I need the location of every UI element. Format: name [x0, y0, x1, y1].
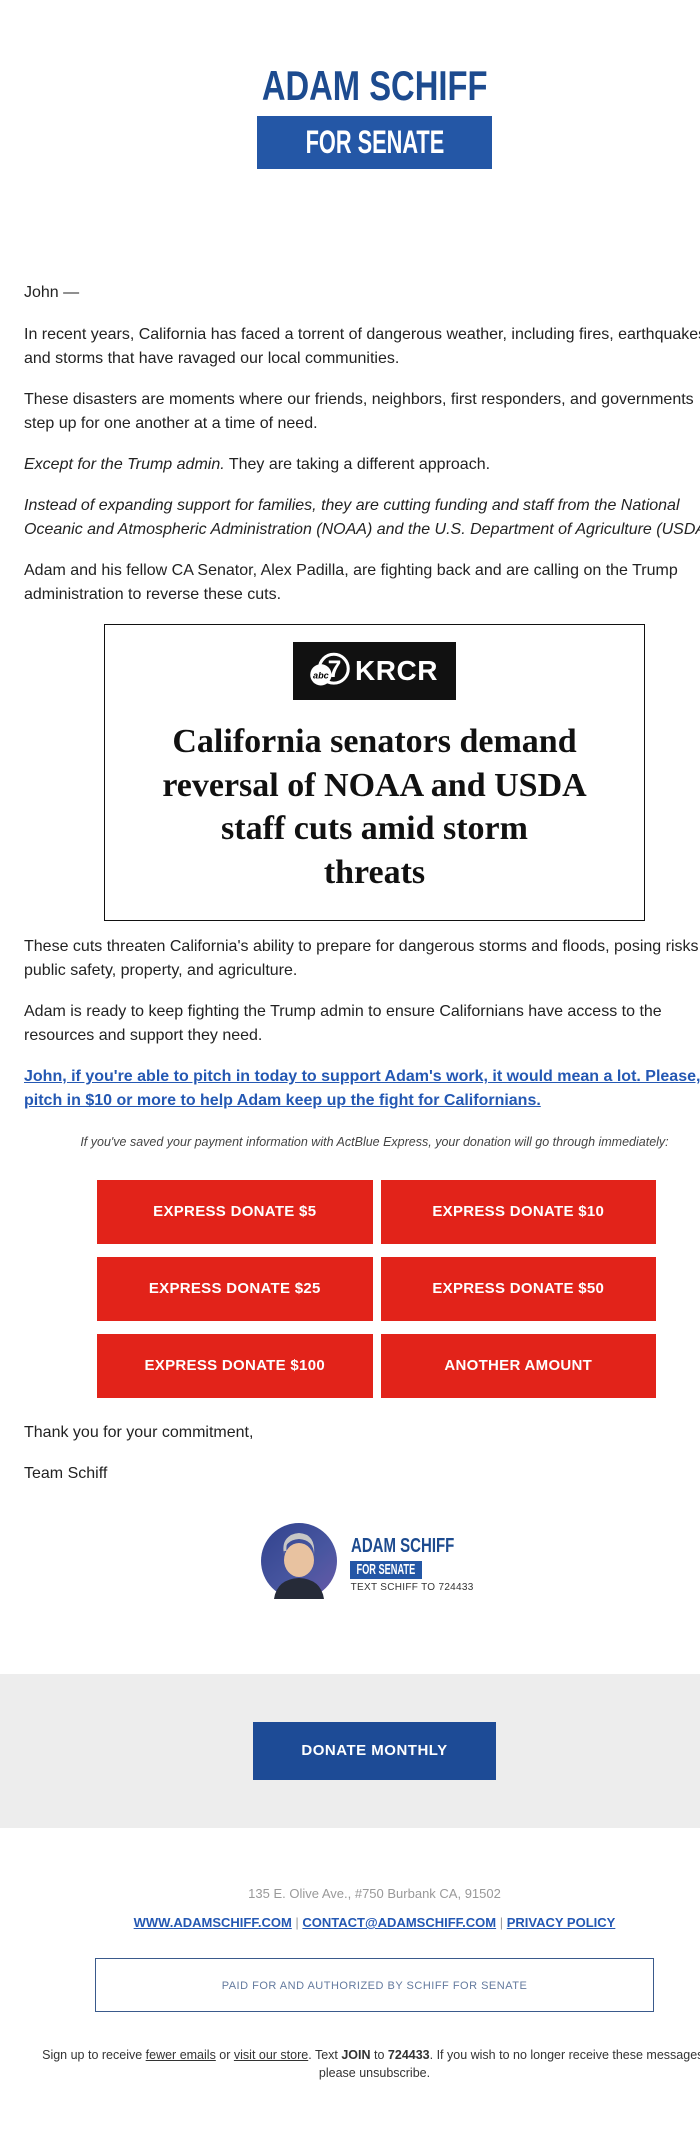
svg-text:abc: abc	[313, 671, 329, 681]
